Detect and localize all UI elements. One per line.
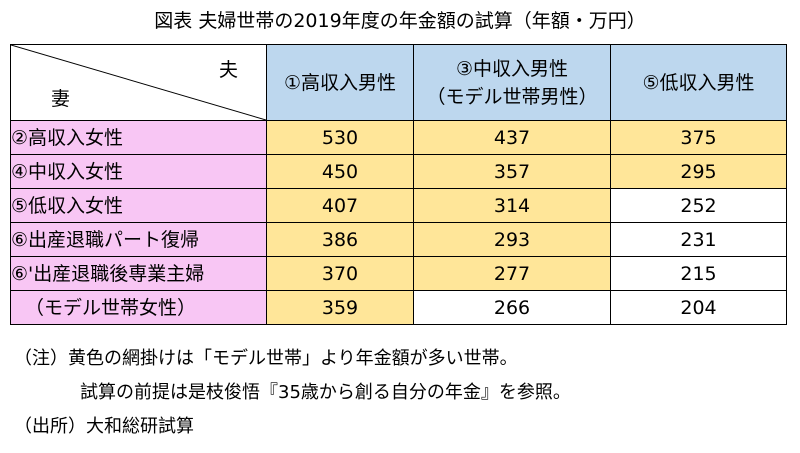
table-cell: 530: [266, 120, 414, 155]
table-row: ⑤低収入女性 407 314 252: [10, 188, 787, 223]
table-cell: 314: [413, 188, 611, 223]
table-row: （モデル世帯女性） 359 266 204: [10, 290, 787, 325]
table-cell: 293: [413, 222, 611, 257]
row-label: ⑤低収入女性: [10, 188, 267, 223]
table-cell: 375: [610, 120, 787, 155]
table-cell: 295: [610, 154, 787, 189]
table-header-row: 夫 妻 ①高収入男性 ③中収入男性 （モデル世帯男性） ⑤低収入男性: [10, 44, 787, 121]
table-cell: 231: [610, 222, 787, 257]
table-cell: 450: [266, 154, 414, 189]
note-line-1: （注）黄色の網掛けは「モデル世帯」より年金額が多い世帯。: [14, 348, 518, 369]
column-header-high-income-male: ①高収入男性: [266, 44, 414, 121]
row-label: ②高収入女性: [10, 120, 267, 155]
table-cell: 266: [413, 290, 611, 325]
table-cell: 215: [610, 256, 787, 291]
row-label: ⑥'出産退職後専業主婦: [10, 256, 267, 291]
corner-husband-label: 夫: [218, 59, 238, 81]
row-label: ④中収入女性: [10, 154, 267, 189]
table-cell: 407: [266, 188, 414, 223]
pension-table: 夫 妻 ①高収入男性 ③中収入男性 （モデル世帯男性） ⑤低収入男性 ②高収入女…: [10, 44, 787, 325]
diagonal-line: [11, 45, 266, 120]
corner-cell: 夫 妻: [10, 44, 267, 121]
row-label: ⑥出産退職パート復帰: [10, 222, 267, 257]
notes: （注）黄色の網掛けは「モデル世帯」より年金額が多い世帯。 試算の前提は是枝俊悟『…: [14, 342, 571, 444]
table-cell: 252: [610, 188, 787, 223]
column-header-label: ⑤低収入男性: [642, 71, 755, 94]
table-cell: 359: [266, 290, 414, 325]
table-cell: 386: [266, 222, 414, 257]
table-cell: 204: [610, 290, 787, 325]
source-line: （出所）大和総研試算: [14, 416, 194, 437]
table-row: ⑥出産退職パート復帰 386 293 231: [10, 222, 787, 257]
table-row: ⑥'出産退職後専業主婦 370 277 215: [10, 256, 787, 291]
note-line-2: 試算の前提は是枝俊悟『35歳から創る自分の年金』を参照。: [80, 382, 571, 403]
table-row: ④中収入女性 450 357 295: [10, 154, 787, 189]
page-title: 図表 夫婦世帯の2019年度の年金額の試算（年額・万円）: [154, 10, 646, 32]
corner-wife-label: 妻: [51, 88, 71, 110]
table-cell: 277: [413, 256, 611, 291]
column-header-middle-income-male: ③中収入男性 （モデル世帯男性）: [413, 44, 611, 121]
column-header-low-income-male: ⑤低収入男性: [610, 44, 787, 121]
table-row: ②高収入女性 530 437 375: [10, 120, 787, 155]
row-label: （モデル世帯女性）: [10, 290, 267, 325]
table-cell: 370: [266, 256, 414, 291]
table-cell: 357: [413, 154, 611, 189]
column-header-sublabel: （モデル世帯男性）: [426, 85, 598, 108]
column-header-label: ①高収入男性: [283, 71, 397, 94]
column-header-label: ③中収入男性: [455, 57, 569, 80]
table-cell: 437: [413, 120, 611, 155]
